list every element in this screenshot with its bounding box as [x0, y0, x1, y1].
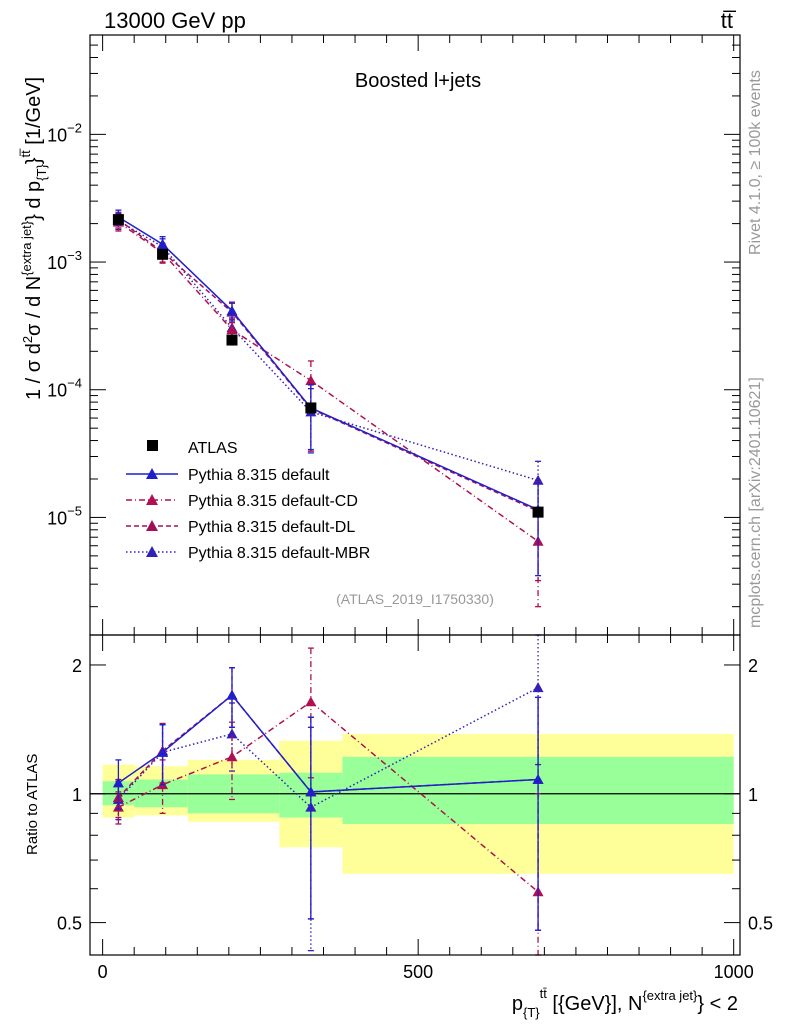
ratio-series-3-marker-2 [226, 728, 238, 739]
ratio-y-tick-label-left-0: 0.5 [57, 914, 82, 934]
ratio-series-0-marker-2 [226, 689, 238, 700]
main-y-tick-base-3: 10 [47, 125, 67, 145]
ylabel-part-8: tt̅ [18, 148, 33, 157]
main-series-1-line [118, 216, 539, 511]
legend-marker-default [146, 468, 158, 479]
main-series-2-marker-2 [226, 324, 238, 335]
main-atlas-point-2 [226, 334, 238, 346]
main-y-tick-base-0: 10 [47, 508, 67, 528]
legend-label-dl: Pythia 8.315 default-DL [188, 519, 355, 536]
main-y-tick-exp-0: −5 [67, 503, 82, 518]
ratio-x-tick-label-2: 1000 [714, 962, 754, 982]
main-y-tick-exp-1: −4 [67, 376, 82, 391]
legend-marker-atlas [147, 440, 158, 451]
ylabel-part-3: σ / d N [23, 276, 45, 336]
ylabel-part-2: 2 [20, 336, 35, 343]
ratio-y-axis-title: Ratio to ATLAS [24, 754, 41, 855]
ylabel-part-7: } [23, 157, 45, 164]
legend-label-atlas: ATLAS [188, 440, 238, 457]
ratio-series-3-marker-4 [532, 682, 544, 693]
ylabel-part-9: [1/GeV] [23, 77, 45, 150]
analysis-tag: (ATLAS_2019_I1750330) [336, 591, 494, 607]
ratio-series-1-marker-3 [305, 696, 317, 707]
legend-marker-dl [146, 520, 158, 531]
main-series-1-marker-2 [226, 305, 238, 316]
main-series-2-marker-3 [305, 375, 317, 385]
legend-marker-mbr [146, 546, 158, 557]
ratio-panel: 0 500 1000 0.5 0.5 1 1 2 2 [57, 634, 773, 982]
ratio-series-0-marker-0 [112, 777, 124, 788]
main-y-tick-label-3: 10−2 [47, 120, 82, 145]
ratio-y-tick-label-right-2: 2 [748, 656, 758, 676]
ylabel-part-1: 1 / σ d [23, 343, 45, 400]
mcplots-label: mcplots.cern.ch [arXiv:2401.10621] [747, 377, 764, 628]
rivet-version-label: Rivet 4.1.0, ≥ 100k events [747, 70, 764, 255]
main-atlas-point-1 [157, 248, 169, 260]
main-y-axis-title: 1 / σ d2σ / d N{extra jet}} d p{T}}tt̅ [… [18, 77, 49, 400]
ylabel-part-5: } d p [23, 181, 45, 221]
ratio-y-tick-label-right-1: 1 [748, 785, 758, 805]
main-series-4-line [118, 220, 539, 482]
ylabel-part-4: {extra jet} [19, 220, 34, 276]
main-panel: 10−510−410−310−2 [47, 34, 740, 635]
legend-marker-cd [146, 494, 158, 505]
legend-label-mbr: Pythia 8.315 default-MBR [188, 545, 370, 562]
main-title: Boosted l+jets [355, 70, 481, 92]
ratio-x-tick-label-1: 500 [403, 962, 433, 982]
main-y-tick-exp-2: −3 [67, 248, 82, 263]
main-atlas-point-3 [305, 402, 317, 414]
header-energy-label: 13000 GeV pp [104, 8, 246, 33]
main-y-tick-label-2: 10−3 [47, 248, 82, 273]
legend-label-cd: Pythia 8.315 default-CD [188, 493, 358, 510]
ratio-series-1-marker-2 [226, 751, 238, 762]
main-atlas-point-0 [112, 214, 124, 226]
header-process-label: tt̅ [721, 8, 737, 33]
ratio-series-0-marker-1 [157, 746, 169, 757]
ratio-y-tick-label-left-2: 2 [72, 656, 82, 676]
ratio-series-0-marker-4 [532, 773, 544, 784]
main-y-tick-exp-3: −2 [67, 120, 82, 135]
ratio-y-tick-label-right-0: 0.5 [748, 914, 773, 934]
main-y-tick-base-1: 10 [47, 381, 67, 401]
ratio-series-0-marker-3 [305, 786, 317, 797]
main-atlas-point-4 [532, 506, 544, 518]
main-y-tick-label-0: 10−5 [47, 503, 82, 528]
ratio-y-tick-label-left-1: 1 [72, 785, 82, 805]
ratio-panel-frame [89, 634, 741, 956]
main-series-1-marker-1 [157, 238, 169, 249]
x-axis-title: p{T}tt̄ [{GeV}], N{extra jet}} < 2 [512, 986, 738, 1020]
ratio-x-tick-label-0: 0 [98, 962, 108, 982]
main-y-tick-label-1: 10−4 [47, 376, 82, 401]
ylabel-part-6: {T} [34, 164, 49, 181]
legend-label-default: Pythia 8.315 default [188, 467, 330, 484]
main-y-tick-base-2: 10 [47, 253, 67, 273]
legend: ATLAS Pythia 8.315 default Pythia 8.315 … [126, 440, 370, 562]
